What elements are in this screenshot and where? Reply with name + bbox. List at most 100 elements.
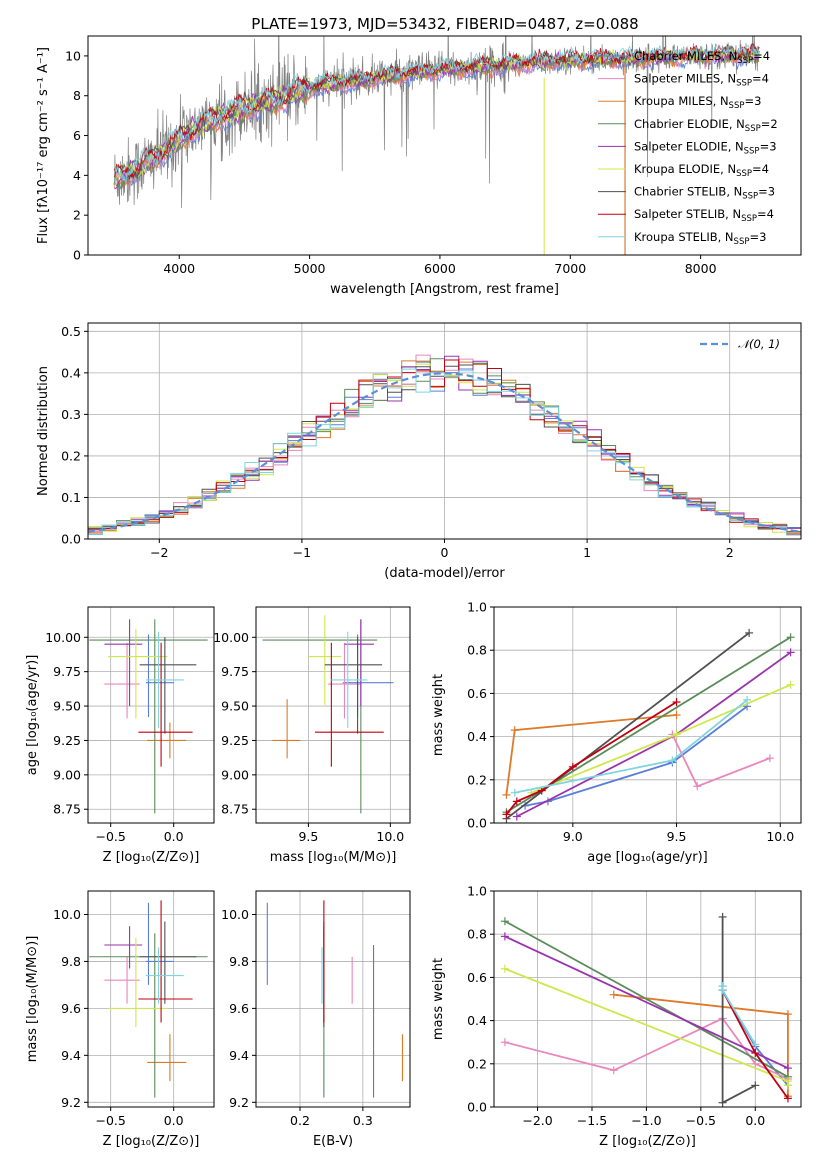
legend-subscript: SSP — [741, 214, 757, 224]
series-salpeter_elodie — [500, 932, 792, 1073]
series-kroupa_stelib — [510, 695, 752, 797]
legend-label-kroupa_elodie: Kroupa ELODIE, NSSP=4 — [634, 162, 769, 179]
legend-label-salpeter_elodie: Salpeter ELODIE, NSSP=3 — [634, 139, 777, 156]
errorbar-kroupa_miles — [147, 1034, 187, 1082]
errorbar-salpeter_elodie — [344, 619, 374, 707]
y-tick-label: 9.75 — [53, 664, 81, 679]
y-tick-label: 0.6 — [467, 970, 487, 985]
x-tick-label: −2.0 — [522, 1113, 552, 1128]
legend-label-chabrier_stelib: Chabrier STELIB, NSSP=3 — [634, 185, 775, 202]
errorbar-salpeter_miles — [328, 642, 361, 719]
y-tick-label: 9.6 — [61, 1001, 81, 1016]
y-tick-label: 0.0 — [61, 532, 81, 547]
axes-frame — [87, 35, 802, 256]
errorbar-kroupa_stelib — [331, 631, 368, 729]
x-tick-label: −0.5 — [686, 1113, 716, 1128]
legend-label-normal: 𝒩(0, 1) — [738, 337, 780, 351]
x-tick-label: 4000 — [163, 261, 195, 276]
y-tick-label: 9.50 — [221, 699, 249, 714]
legend-label-kroupa_miles: Kroupa MILES, NSSP=3 — [634, 94, 761, 111]
y-tick-label: 1.0 — [467, 884, 487, 899]
y-tick-label: 8 — [73, 88, 81, 103]
legend-subscript: SSP — [736, 79, 752, 89]
legend-label-text: Salpeter STELIB, N — [634, 207, 741, 221]
errorbar-kroupa_elodie — [108, 629, 168, 719]
x-tick-label: −1.0 — [631, 1113, 661, 1128]
legend-label-salpeter_miles: Salpeter MILES, NSSP=4 — [634, 72, 769, 89]
x-tick-label: 0.2 — [290, 1113, 310, 1128]
legend-suffix: =3 — [749, 230, 766, 244]
legend-subscript: SSP — [737, 56, 753, 66]
x-axis-label: age [log₁₀(age/yr)] — [587, 850, 708, 865]
x-axis-label: wavelength [Angstrom, rest frame] — [330, 282, 559, 297]
x-tick-label: 0 — [441, 545, 449, 560]
y-axis-label: mass weight — [431, 958, 446, 1040]
legend-label-text: Kroupa STELIB, N — [634, 230, 734, 244]
y-tick-label: 0 — [73, 248, 81, 263]
legend-label-kroupa_stelib: Kroupa STELIB, NSSP=3 — [634, 230, 766, 247]
y-tick-label: 0.4 — [467, 729, 487, 744]
errorbar-salpeter_elodie — [104, 926, 143, 969]
x-tick-label: −0.5 — [96, 829, 126, 844]
legend-subscript: SSP — [745, 124, 761, 134]
legend-suffix: =4 — [753, 49, 770, 63]
x-tick-label: 9.5 — [667, 829, 687, 844]
y-tick-label: 9.50 — [53, 699, 81, 714]
panel-residuals: −2 −1 0 1 2 0.0 0.1 0.2 0.3 0.4 0.5 (data-model)/er… — [36, 322, 802, 581]
y-tick-label: 0.2 — [467, 772, 487, 787]
errorbar-chabrier_miles — [145, 634, 174, 718]
y-tick-label: 9.75 — [221, 664, 249, 679]
y-tick-label: 0.8 — [467, 643, 487, 658]
model-spectrum-salpeter_miles — [113, 50, 760, 191]
x-tick-label: 2 — [726, 545, 734, 560]
legend-suffix: =4 — [752, 72, 769, 86]
x-tick-label: 0.0 — [745, 1113, 765, 1128]
y-tick-label: 8.75 — [221, 802, 249, 817]
legend-label-text: Chabrier MILES, N — [634, 49, 737, 63]
y-tick-label: 9.00 — [53, 767, 81, 782]
x-tick-label: −1.5 — [577, 1113, 607, 1128]
x-tick-label: 7000 — [554, 261, 586, 276]
y-tick-label: 9.25 — [221, 733, 249, 748]
errorbar-kroupa_miles — [272, 699, 301, 759]
x-axis-label: Z [log₁₀(Z/Z⊙)] — [103, 850, 200, 865]
y-tick-label: 0.1 — [61, 490, 81, 505]
errorbar-kroupa_elodie — [108, 937, 168, 1028]
y-tick-label: 4 — [73, 168, 81, 183]
x-axis-label: Z [log₁₀(Z/Z⊙)] — [103, 1134, 200, 1149]
series-line — [514, 699, 748, 794]
errorbar-chabrier_stelib — [139, 637, 197, 734]
x-tick-label: 10.0 — [766, 829, 794, 844]
errorbar-chabrier_stelib — [324, 637, 383, 734]
legend-label-chabrier_elodie: Chabrier ELODIE, NSSP=2 — [634, 117, 778, 134]
y-tick-label: 9.2 — [61, 1095, 81, 1110]
series-line — [516, 651, 792, 818]
legend-label-text: Kroupa ELODIE, N — [634, 162, 736, 176]
x-tick-label: −0.5 — [96, 1113, 126, 1128]
legend-subscript: SSP — [744, 146, 760, 156]
y-tick-label: 0.2 — [467, 1056, 487, 1071]
x-tick-label: −1 — [293, 545, 311, 560]
series-line — [721, 986, 757, 1045]
y-tick-label: 9.2 — [229, 1095, 249, 1110]
errorbar-salpeter_miles — [104, 642, 140, 719]
panel-mass_weight_vs_age: 9.0 9.5 10.0 0.0 0.2 0.4 0.6 0.8 1.0 age [log₁₀(a… — [431, 600, 802, 865]
errorbar-chabrier_elodie — [89, 619, 208, 814]
y-tick-label: 0.4 — [467, 1013, 487, 1028]
errorbar-chabrier_miles — [342, 634, 394, 718]
y-tick-label: 0.3 — [61, 407, 81, 422]
legend-subscript: SSP — [742, 192, 758, 202]
axes-frame — [87, 606, 215, 824]
y-tick-label: 2 — [73, 208, 81, 223]
series-kroupa_elodie — [500, 964, 792, 1090]
legend-label-salpeter_stelib: Salpeter STELIB, NSSP=4 — [634, 207, 774, 224]
errorbar-kroupa_stelib — [145, 947, 184, 1004]
x-tick-label: 1 — [583, 545, 591, 560]
model-spectrum-kroupa_stelib — [113, 42, 760, 183]
axes-frame — [493, 606, 802, 824]
x-tick-label: 8000 — [685, 261, 717, 276]
legend-suffix: =4 — [757, 207, 774, 221]
series-kroupa_miles — [502, 711, 681, 799]
